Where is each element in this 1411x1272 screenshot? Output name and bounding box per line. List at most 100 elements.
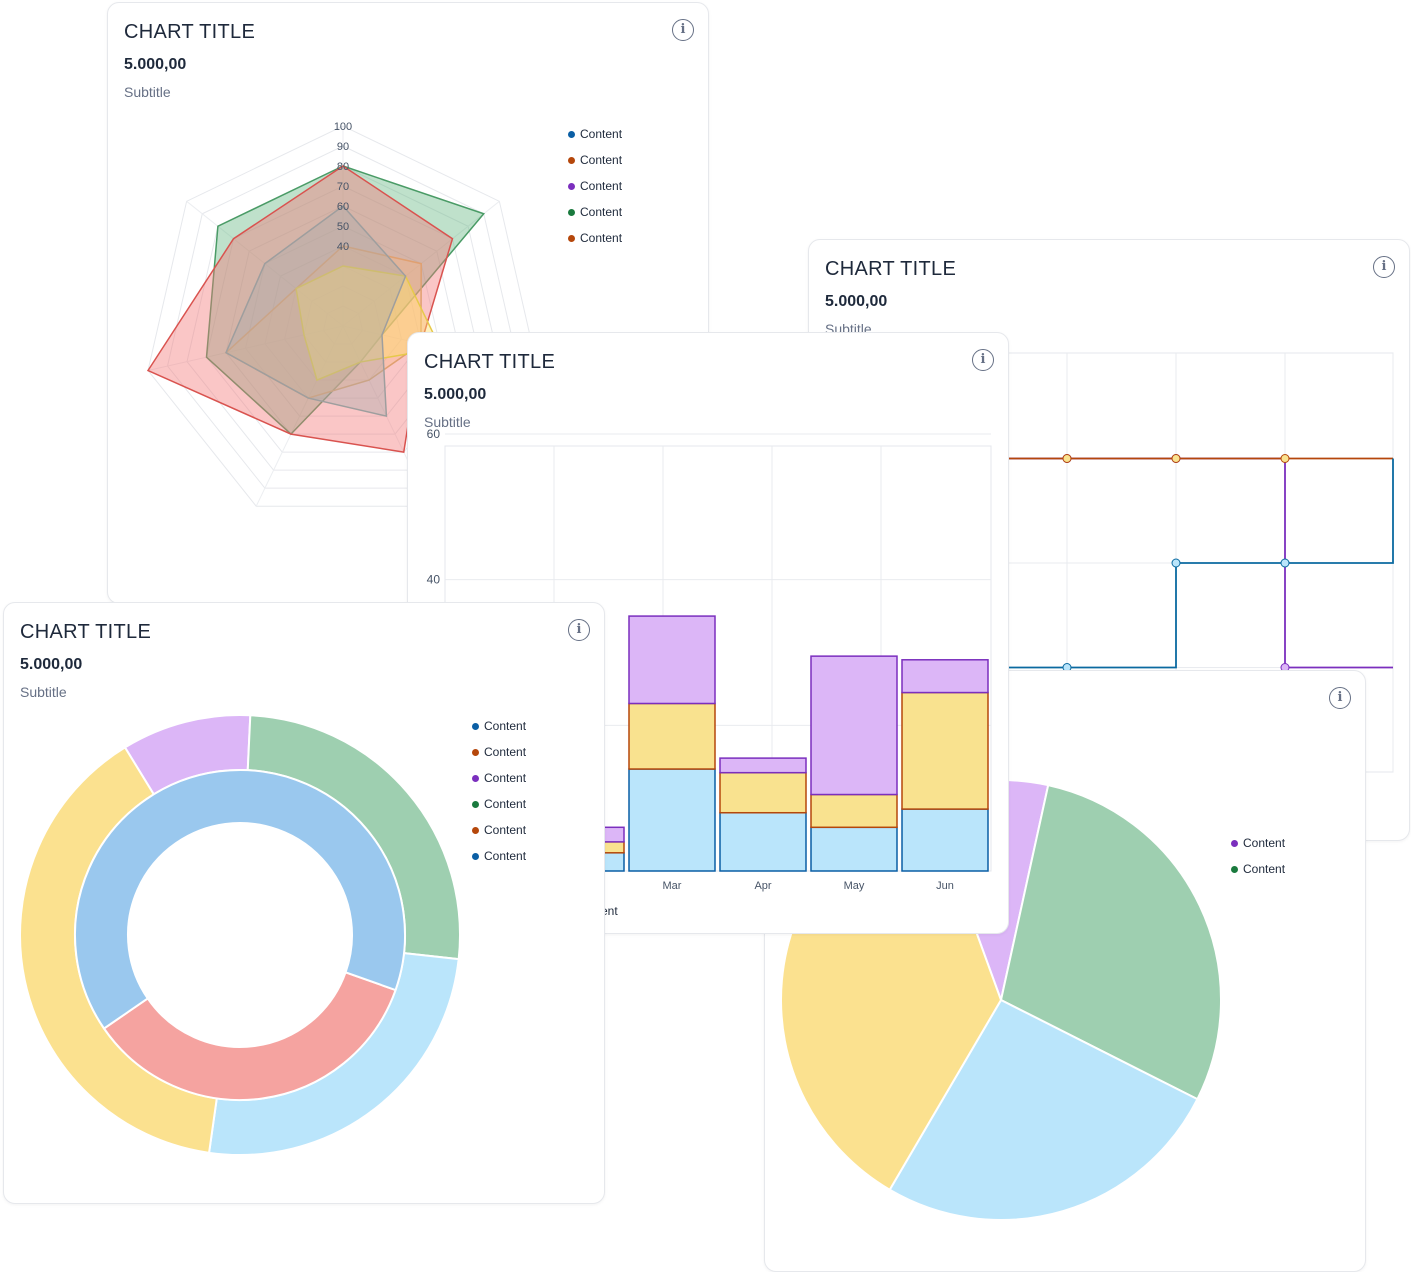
legend: Content Content Content Content Content Conte…	[472, 713, 526, 869]
chart-subtitle: Subtitle	[424, 414, 471, 430]
chart-title: CHART TITLE	[20, 621, 152, 643]
legend-label: Content	[484, 719, 527, 733]
legend-item[interactable]: Content	[568, 121, 622, 147]
bar-segment	[901, 808, 989, 872]
bar-segment	[719, 811, 807, 872]
x-tick-label: Mar	[663, 880, 682, 892]
legend-item[interactable]: Content	[568, 147, 622, 173]
x-tick-label: Jun	[936, 880, 954, 892]
bar-chart: 60 40 Mar Apr May Jun	[427, 427, 992, 892]
radar-grid-ring	[147, 125, 539, 507]
donut-chart-card: CHART TITLE 5.000,00 Subtitle i Content C…	[3, 602, 605, 1204]
legend: Content Content	[1231, 830, 1285, 882]
legend-label: Content	[484, 797, 527, 811]
info-icon[interactable]: i	[1373, 256, 1395, 278]
info-icon[interactable]: i	[972, 349, 994, 371]
radar-axis-line	[147, 325, 344, 371]
chart-value: 5.000,00	[20, 656, 83, 673]
radar-axis-line	[255, 325, 344, 507]
legend-dot	[568, 208, 575, 216]
legend-label: Content	[1243, 862, 1286, 876]
line-point	[1171, 454, 1181, 463]
bar-segment	[901, 691, 989, 810]
line-point	[1280, 454, 1290, 463]
legend-label: Content	[580, 231, 623, 245]
legend-label: Content	[580, 153, 623, 167]
legend-item[interactable]: Content	[472, 713, 526, 739]
line-point	[1171, 558, 1181, 568]
chart-subtitle: Subtitle	[124, 84, 171, 100]
bar-segment	[628, 702, 716, 770]
chart-title: CHART TITLE	[124, 21, 256, 43]
x-tick-label: May	[844, 880, 865, 892]
legend-item[interactable]: Content	[472, 739, 526, 765]
legend: Content Content Content Content Content	[568, 121, 622, 251]
legend-item[interactable]: Content	[472, 817, 526, 843]
legend-item[interactable]: Content	[472, 765, 526, 791]
pie-slice	[999, 783, 1222, 1101]
y-tick-label: 60	[427, 427, 441, 441]
bar-segment	[628, 615, 716, 705]
legend-label: Content	[580, 205, 623, 219]
chart-title: CHART TITLE	[424, 351, 556, 373]
bar-segment	[901, 659, 989, 694]
radar-grid-ring	[303, 285, 383, 363]
legend-dot	[568, 234, 575, 242]
chart-title: CHART TITLE	[825, 258, 957, 280]
y-tick-label: 40	[427, 573, 441, 587]
line-point	[1280, 558, 1290, 568]
radar-chart-card: 100 90 80 70 60 50 40 CHART TITLE 5.000,00 Sub…	[107, 2, 709, 604]
donut-inner-slice	[102, 971, 397, 1101]
radar-tick-label: 80	[337, 161, 349, 173]
radar-tick-label: 60	[337, 201, 349, 213]
legend-dot	[472, 826, 479, 834]
radar-grid-ring	[225, 205, 461, 435]
legend-dot	[1231, 839, 1238, 847]
legend-label: Content	[484, 849, 527, 863]
legend-item[interactable]: Content	[1231, 830, 1285, 856]
bar-segment	[719, 757, 807, 774]
legend-item[interactable]: Content	[1231, 856, 1285, 882]
radar-grid-ring	[186, 165, 500, 471]
radar-tick-label: 100	[334, 121, 352, 133]
legend-dot	[472, 800, 479, 808]
radar-chart: 100 90 80 70 60 50 40	[146, 121, 539, 507]
radar-tick-label: 50	[337, 221, 349, 233]
info-icon[interactable]: i	[672, 19, 694, 41]
donut-chart	[19, 714, 461, 1156]
legend-label: Content	[484, 771, 527, 785]
legend-dot	[568, 130, 575, 138]
radar-series-area	[295, 265, 442, 382]
legend-label: Content	[580, 127, 623, 141]
radar-grid-ring	[205, 185, 481, 453]
chart-subtitle: Subtitle	[20, 684, 67, 700]
donut-inner-slice	[74, 769, 406, 1030]
legend-dot	[472, 748, 479, 756]
radar-grid-ring	[322, 305, 364, 345]
legend-label: Content	[484, 745, 527, 759]
legend-label: Content	[580, 179, 623, 193]
bar-segment	[810, 826, 898, 872]
radar-series-area	[205, 165, 486, 436]
legend-item[interactable]: Content	[568, 225, 622, 251]
radar-grid-ring	[166, 145, 520, 489]
x-tick-label: Apr	[754, 880, 771, 892]
radar-grid-ring	[244, 225, 442, 417]
chart-value: 5.000,00	[825, 293, 888, 310]
legend-item[interactable]: Content	[472, 791, 526, 817]
info-icon[interactable]: i	[1329, 687, 1351, 709]
bar-segment	[810, 793, 898, 829]
bar-segment	[719, 771, 807, 814]
legend-label-partial: ent	[601, 904, 618, 918]
info-icon[interactable]: i	[568, 619, 590, 641]
radar-tick-label: 40	[337, 241, 349, 253]
radar-series-area	[225, 204, 407, 418]
chart-value: 5.000,00	[424, 386, 487, 403]
bar-segment	[628, 768, 716, 872]
legend-label: Content	[484, 823, 527, 837]
radar-grid-ring	[264, 245, 422, 399]
bar-segment	[810, 655, 898, 796]
legend-item[interactable]: Content	[472, 843, 526, 869]
legend-item[interactable]: Content	[568, 173, 622, 199]
legend-item[interactable]: Content	[568, 199, 622, 225]
